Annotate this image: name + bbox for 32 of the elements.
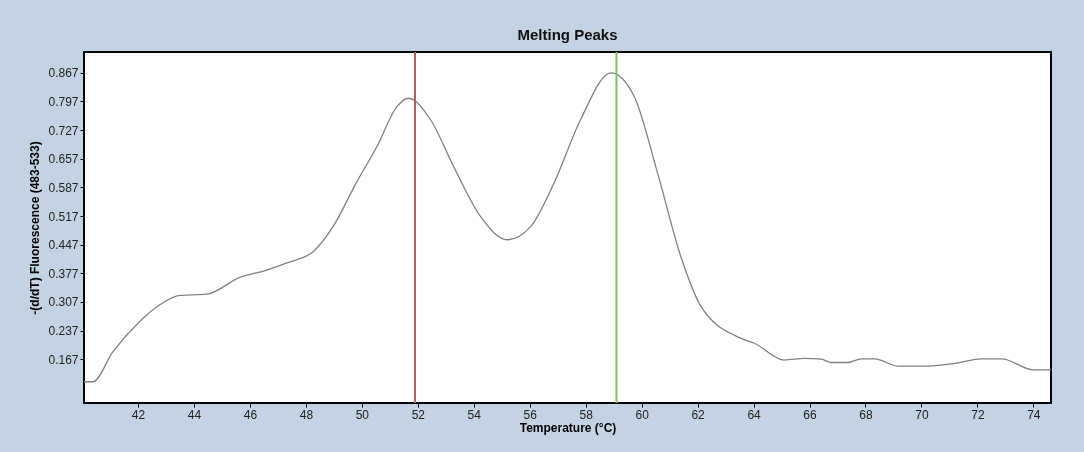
y-tick-label: 0.447: [48, 238, 79, 253]
y-tick-label: 0.237: [48, 324, 79, 339]
y-tick-label: 0.587: [48, 180, 79, 195]
x-tick-label: 72: [971, 407, 985, 422]
y-tick-label: 0.167: [48, 352, 79, 367]
x-tick-label: 70: [915, 407, 929, 422]
x-tick-label: 50: [355, 407, 370, 422]
line-series: [83, 72, 1052, 383]
x-tick-label: 64: [747, 407, 762, 422]
x-tick-label: 74: [1027, 407, 1041, 422]
y-tick-label: 0.657: [48, 152, 79, 167]
y-axis-title: -(d/dT) Fluorescence (483-533): [28, 141, 43, 315]
x-tick-label: 46: [243, 407, 258, 422]
y-tick-label: 0.867: [48, 66, 79, 81]
x-tick-label: 62: [691, 407, 706, 422]
x-tick-label: 42: [131, 407, 146, 422]
x-tick-label: 44: [187, 407, 202, 422]
x-tick-label: 66: [803, 407, 818, 422]
x-tick-label: 68: [859, 407, 873, 422]
x-tick-label: 52: [411, 407, 426, 422]
x-tick-label: 54: [467, 407, 482, 422]
x-tick-label: 56: [523, 407, 538, 422]
x-tick-label: 48: [299, 407, 314, 422]
x-tick-label: 60: [635, 407, 650, 422]
y-tick-label: 0.307: [48, 295, 79, 310]
x-tick-label: 58: [579, 407, 594, 422]
chart-title: Melting Peaks: [517, 26, 618, 43]
x-axis-title: Temperature (°C): [519, 420, 617, 435]
y-tick-label: 0.517: [48, 209, 79, 224]
y-tick-label: 0.377: [48, 266, 79, 281]
y-tick-label: 0.797: [48, 95, 79, 109]
y-tick-label: 0.727: [48, 123, 79, 138]
